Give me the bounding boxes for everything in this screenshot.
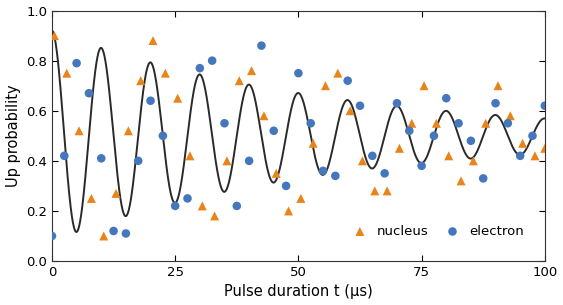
electron	[183, 196, 192, 201]
electron	[503, 121, 512, 126]
nucleus	[540, 146, 549, 151]
nucleus	[395, 146, 404, 151]
nucleus	[296, 196, 305, 201]
electron	[84, 91, 93, 96]
nucleus	[358, 158, 367, 163]
nucleus	[530, 153, 539, 158]
electron	[355, 103, 364, 108]
nucleus	[50, 33, 59, 38]
electron	[195, 66, 204, 70]
nucleus	[309, 141, 318, 146]
electron	[540, 103, 549, 108]
electron	[343, 78, 352, 83]
nucleus	[370, 188, 379, 193]
electron	[171, 203, 180, 208]
nucleus	[235, 78, 244, 83]
electron	[109, 228, 118, 233]
nucleus	[469, 158, 478, 163]
electron	[442, 96, 451, 101]
electron	[454, 121, 463, 126]
Legend: nucleus, electron: nucleus, electron	[343, 221, 528, 242]
X-axis label: Pulse duration t (μs): Pulse duration t (μs)	[224, 285, 373, 300]
electron	[282, 183, 291, 188]
nucleus	[247, 68, 256, 73]
electron	[220, 121, 229, 126]
electron	[47, 234, 56, 239]
nucleus	[161, 71, 170, 76]
electron	[405, 128, 414, 133]
nucleus	[419, 83, 428, 88]
nucleus	[99, 234, 108, 239]
nucleus	[444, 153, 453, 158]
nucleus	[173, 96, 182, 101]
electron	[479, 176, 488, 181]
nucleus	[518, 141, 527, 146]
electron	[466, 138, 475, 143]
electron	[491, 101, 500, 106]
electron	[516, 153, 525, 158]
electron	[331, 174, 340, 178]
nucleus	[260, 113, 269, 118]
nucleus	[494, 83, 503, 88]
electron	[134, 158, 143, 163]
electron	[146, 98, 155, 103]
electron	[392, 101, 401, 106]
electron	[380, 171, 389, 176]
nucleus	[457, 178, 466, 183]
nucleus	[481, 121, 490, 126]
nucleus	[136, 78, 145, 83]
electron	[368, 153, 377, 158]
electron	[319, 168, 328, 173]
nucleus	[198, 203, 207, 208]
electron	[417, 163, 426, 168]
nucleus	[383, 188, 392, 193]
electron	[60, 153, 69, 158]
electron	[306, 121, 315, 126]
nucleus	[333, 71, 342, 76]
electron	[208, 58, 217, 63]
Y-axis label: Up probability: Up probability	[6, 84, 21, 187]
nucleus	[185, 153, 194, 158]
nucleus	[321, 83, 330, 88]
nucleus	[74, 128, 83, 133]
nucleus	[222, 158, 231, 163]
electron	[158, 133, 167, 138]
nucleus	[284, 209, 293, 213]
nucleus	[62, 71, 72, 76]
nucleus	[346, 108, 355, 113]
nucleus	[407, 121, 416, 126]
electron	[122, 231, 131, 236]
electron	[97, 156, 106, 161]
nucleus	[149, 38, 158, 43]
electron	[72, 61, 81, 66]
nucleus	[87, 196, 96, 201]
electron	[430, 133, 439, 138]
electron	[244, 158, 253, 163]
nucleus	[124, 128, 133, 133]
electron	[233, 203, 242, 208]
electron	[294, 71, 303, 76]
electron	[257, 43, 266, 48]
nucleus	[272, 171, 281, 176]
nucleus	[111, 191, 120, 196]
electron	[269, 128, 278, 133]
nucleus	[432, 121, 441, 126]
nucleus	[210, 214, 219, 218]
electron	[528, 133, 537, 138]
nucleus	[506, 113, 515, 118]
